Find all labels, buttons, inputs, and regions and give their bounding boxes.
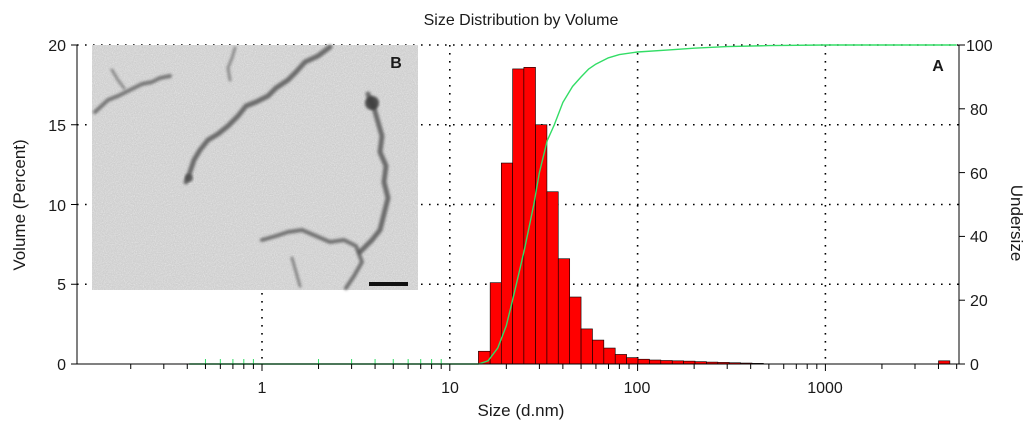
y2-tick-label: 0: [970, 357, 979, 374]
panel-label-a: A: [932, 58, 944, 75]
histogram-bar: [523, 67, 536, 365]
histogram-bar: [546, 191, 559, 365]
y-axis-label: Volume (Percent): [10, 139, 29, 270]
histogram-bar: [626, 357, 639, 365]
particle-cluster: [185, 174, 193, 182]
panel-label-b: B: [390, 55, 402, 72]
y2-tick-label: 60: [970, 166, 988, 183]
y-tick-labels-left: 0 5 10 15 20: [48, 38, 66, 374]
cumulative-undersize-line: [189, 44, 957, 365]
histogram-bar: [649, 359, 662, 365]
particle-chain-top-branch: [226, 46, 237, 82]
x-tick-labels: 1 10 100 1000: [258, 380, 843, 397]
particle-chain-left: [93, 74, 172, 114]
tem-micrograph-inset: B: [92, 44, 418, 290]
y-tick-label: 0: [57, 357, 66, 374]
minor-ticks: [130, 364, 958, 371]
particle-chain-bottom-left: [290, 256, 302, 288]
particle-cluster: [365, 96, 379, 110]
particle-chains: [93, 44, 391, 290]
x-tick-label: 1000: [807, 380, 843, 397]
particle-chain-bottom: [260, 228, 364, 290]
inset-grain-texture: [92, 45, 418, 290]
scale-bar: [369, 282, 408, 286]
y-tick-label: 10: [48, 198, 66, 215]
particle-chain-main: [183, 44, 333, 185]
histogram-bar: [512, 68, 525, 365]
y2-tick-label: 20: [970, 293, 988, 310]
histogram-bar: [535, 124, 548, 365]
histogram-bar: [660, 360, 673, 365]
y-tick-label: 5: [57, 277, 66, 294]
particle-chain-left-branch: [110, 68, 126, 90]
y2-axis-label: Undersize: [1007, 185, 1026, 262]
histogram-bar: [637, 358, 650, 365]
y2-tick-label: 40: [970, 229, 988, 246]
histogram-bar: [592, 339, 605, 365]
histogram-bar: [557, 258, 571, 365]
x-tick-label: 10: [441, 380, 459, 397]
histogram-bars: [478, 67, 951, 365]
histogram-bar: [614, 354, 627, 365]
histogram-bar: [580, 328, 593, 365]
histogram-bar: [603, 347, 616, 365]
histogram-bar: [569, 296, 582, 365]
x-tick-label: 100: [624, 380, 651, 397]
cumulative-line-group: [189, 44, 957, 365]
particle-chain-right: [357, 91, 391, 255]
x-axis-label: Size (d.nm): [478, 401, 565, 420]
x-tick-label: 1: [258, 380, 267, 397]
y-tick-label: 15: [48, 118, 66, 135]
y2-tick-label: 80: [970, 102, 988, 119]
y-tick-label: 20: [48, 38, 66, 55]
y2-tick-label: 100: [966, 38, 993, 55]
y-tick-labels-right: 0 20 40 60 80 100: [966, 38, 993, 374]
chart-title: Size Distribution by Volume: [424, 12, 619, 29]
